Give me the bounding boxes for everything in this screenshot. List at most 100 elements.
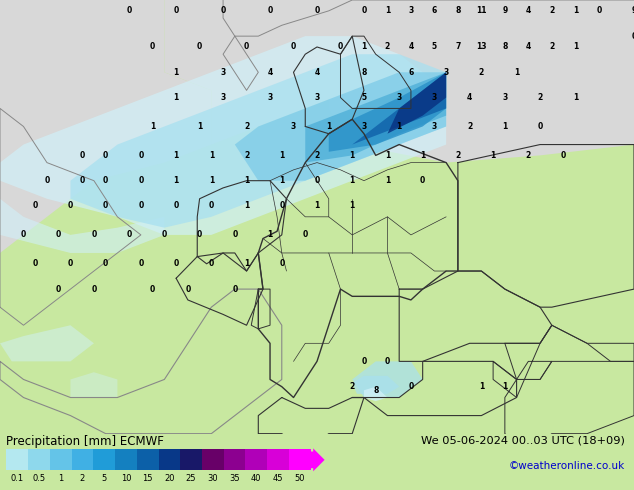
- Text: 4: 4: [526, 43, 531, 51]
- Text: 3: 3: [361, 122, 366, 131]
- Text: 8: 8: [361, 68, 366, 77]
- Text: 0: 0: [197, 43, 202, 51]
- Text: 1: 1: [244, 176, 249, 185]
- Text: 1: 1: [209, 176, 214, 185]
- Text: 3: 3: [502, 93, 507, 102]
- Text: 5: 5: [361, 93, 366, 102]
- Bar: [245, 449, 267, 470]
- Text: 45: 45: [273, 474, 283, 483]
- Text: 1: 1: [174, 151, 179, 160]
- Text: 0: 0: [56, 285, 61, 294]
- Text: 2: 2: [455, 151, 460, 160]
- Text: We 05-06-2024 00..03 UTC (18+09): We 05-06-2024 00..03 UTC (18+09): [420, 435, 624, 445]
- Text: 1: 1: [58, 474, 63, 483]
- Text: 1: 1: [502, 122, 507, 131]
- Bar: [93, 449, 115, 470]
- Text: 1: 1: [174, 176, 179, 185]
- Text: 4: 4: [268, 68, 273, 77]
- Text: 0: 0: [162, 230, 167, 240]
- Text: 0: 0: [21, 230, 26, 240]
- Text: 5: 5: [101, 474, 107, 483]
- Text: 0: 0: [314, 6, 320, 15]
- Text: 0: 0: [244, 43, 249, 51]
- Text: 4: 4: [526, 6, 531, 15]
- Text: 6: 6: [408, 68, 413, 77]
- Text: 0: 0: [56, 230, 61, 240]
- Text: 4: 4: [467, 93, 472, 102]
- Bar: [28, 449, 50, 470]
- Text: 3: 3: [396, 93, 402, 102]
- Polygon shape: [235, 72, 446, 181]
- Text: 2: 2: [549, 6, 555, 15]
- Bar: [6, 449, 28, 470]
- Text: 9: 9: [502, 6, 507, 15]
- Polygon shape: [364, 387, 387, 401]
- Text: 1: 1: [279, 176, 285, 185]
- Text: 4: 4: [408, 43, 413, 51]
- Text: 0: 0: [596, 6, 602, 15]
- Text: 2: 2: [549, 43, 555, 51]
- Text: 0: 0: [185, 285, 190, 294]
- Polygon shape: [353, 376, 399, 394]
- Text: 9: 9: [631, 6, 634, 15]
- Text: 2: 2: [244, 151, 249, 160]
- Text: 7: 7: [455, 43, 460, 51]
- Text: 1: 1: [573, 93, 578, 102]
- Text: 35: 35: [230, 474, 240, 483]
- Text: 0: 0: [631, 32, 634, 41]
- Text: 0: 0: [232, 285, 238, 294]
- Text: 1: 1: [209, 151, 214, 160]
- Text: 0: 0: [138, 151, 143, 160]
- Polygon shape: [0, 36, 446, 235]
- Text: 3: 3: [432, 122, 437, 131]
- Text: 1: 1: [385, 6, 390, 15]
- Text: 0: 0: [150, 43, 155, 51]
- Text: 0: 0: [138, 201, 143, 211]
- Text: 0: 0: [291, 43, 296, 51]
- Text: 1: 1: [396, 122, 402, 131]
- Text: 0: 0: [538, 122, 543, 131]
- Text: 1: 1: [502, 382, 507, 391]
- Text: 50: 50: [295, 474, 305, 483]
- Bar: [202, 449, 224, 470]
- Text: 30: 30: [207, 474, 218, 483]
- Text: 40: 40: [251, 474, 262, 483]
- FancyArrow shape: [311, 448, 325, 471]
- Text: 3: 3: [314, 93, 320, 102]
- Text: 0: 0: [103, 176, 108, 185]
- Text: 0: 0: [302, 230, 308, 240]
- Text: 0: 0: [103, 201, 108, 211]
- Polygon shape: [164, 0, 399, 145]
- Polygon shape: [387, 72, 446, 134]
- Text: 1: 1: [349, 176, 355, 185]
- Text: 0: 0: [44, 176, 49, 185]
- Text: 1: 1: [197, 122, 202, 131]
- Text: 1: 1: [491, 151, 496, 160]
- Text: 1: 1: [244, 201, 249, 211]
- Polygon shape: [329, 72, 446, 152]
- Text: 0: 0: [103, 151, 108, 160]
- Polygon shape: [0, 325, 94, 362]
- Polygon shape: [329, 0, 634, 163]
- Text: 11: 11: [476, 6, 487, 15]
- Text: 0: 0: [127, 230, 132, 240]
- Text: 0: 0: [68, 201, 73, 211]
- Text: 0: 0: [138, 259, 143, 269]
- Text: 0: 0: [408, 382, 413, 391]
- Text: 1: 1: [326, 122, 332, 131]
- Text: 0: 0: [91, 285, 96, 294]
- Text: 0: 0: [338, 43, 343, 51]
- Text: 2: 2: [467, 122, 472, 131]
- Polygon shape: [0, 199, 164, 253]
- Text: 3: 3: [291, 122, 296, 131]
- Text: 2: 2: [526, 151, 531, 160]
- Text: 0: 0: [279, 201, 285, 211]
- Text: 0.1: 0.1: [11, 474, 23, 483]
- Polygon shape: [0, 0, 211, 253]
- Text: 6: 6: [432, 6, 437, 15]
- Polygon shape: [70, 372, 117, 397]
- Text: 1: 1: [150, 122, 155, 131]
- Text: 3: 3: [444, 68, 449, 77]
- Text: 0: 0: [420, 176, 425, 185]
- Text: 4: 4: [314, 68, 320, 77]
